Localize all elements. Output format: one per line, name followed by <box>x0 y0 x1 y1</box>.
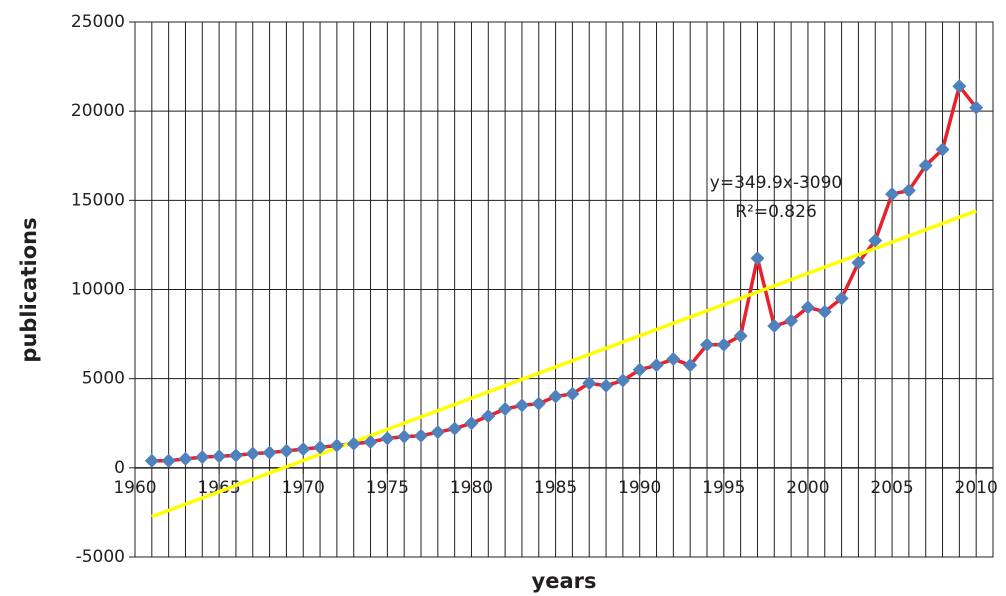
marker <box>380 431 395 446</box>
marker <box>565 386 580 401</box>
marker <box>195 450 210 465</box>
marker <box>498 401 513 416</box>
marker <box>313 440 328 455</box>
marker <box>531 396 546 411</box>
x-tick-label: 2010 <box>955 478 998 498</box>
plot-border <box>134 21 994 558</box>
marker <box>481 409 496 424</box>
marker <box>683 358 698 373</box>
x-tick-label: 1975 <box>366 478 409 498</box>
marker <box>750 251 765 266</box>
trend-equation: y=349.9x-3090 <box>710 173 842 193</box>
x-tick-label: 1980 <box>450 478 493 498</box>
marker <box>615 373 630 388</box>
x-tick-label: 2005 <box>870 478 913 498</box>
marker <box>800 300 815 315</box>
x-tick-label: 1965 <box>197 478 240 498</box>
marker <box>632 362 647 377</box>
marker <box>464 416 479 431</box>
x-tick-label: 1970 <box>282 478 325 498</box>
marker <box>430 425 445 440</box>
y-tick-label: 10000 <box>71 280 125 300</box>
y-tick-label: -5000 <box>76 547 125 567</box>
marker <box>582 376 597 391</box>
marker <box>952 79 967 94</box>
trend-line <box>151 209 977 519</box>
x-tick-label: 1985 <box>534 478 577 498</box>
marker <box>514 398 529 413</box>
marker <box>901 183 916 198</box>
marker <box>346 436 361 451</box>
marker <box>767 319 782 334</box>
marker <box>700 337 714 352</box>
marker <box>733 328 748 343</box>
marker <box>885 187 900 202</box>
marker <box>548 389 563 404</box>
marker <box>296 442 311 457</box>
y-tick-label: 15000 <box>71 190 125 210</box>
marker <box>649 358 664 373</box>
marker <box>834 291 849 306</box>
marker <box>144 453 159 468</box>
trend-r2: R²=0.826 <box>735 202 817 222</box>
x-tick-label: 2000 <box>786 478 829 498</box>
y-tick-label: 5000 <box>82 369 125 389</box>
y-tick-label: 25000 <box>71 12 125 32</box>
y-axis-title: publications <box>17 217 41 362</box>
marker <box>161 453 176 468</box>
marker <box>716 337 731 352</box>
marker <box>969 100 984 115</box>
x-tick-label: 1995 <box>702 478 745 498</box>
marker <box>245 446 260 461</box>
marker <box>262 445 277 460</box>
series-line <box>151 84 978 463</box>
marker <box>329 438 344 453</box>
marker <box>817 304 832 319</box>
marker <box>397 429 412 444</box>
y-tick-label: 0 <box>114 458 125 478</box>
marker <box>279 443 294 458</box>
marker <box>228 448 243 463</box>
marker <box>918 158 933 173</box>
x-axis-title: years <box>532 569 597 593</box>
marker <box>868 233 883 248</box>
marker <box>178 451 193 466</box>
marker <box>851 255 866 270</box>
marker <box>363 434 378 449</box>
marker <box>447 421 462 436</box>
marker <box>935 142 950 157</box>
y-tick-label: 20000 <box>71 101 125 121</box>
x-tick-label: 1990 <box>618 478 661 498</box>
marker <box>414 428 428 443</box>
marker <box>666 352 681 367</box>
marker <box>784 313 799 328</box>
marker <box>599 378 614 393</box>
marker <box>212 449 227 464</box>
